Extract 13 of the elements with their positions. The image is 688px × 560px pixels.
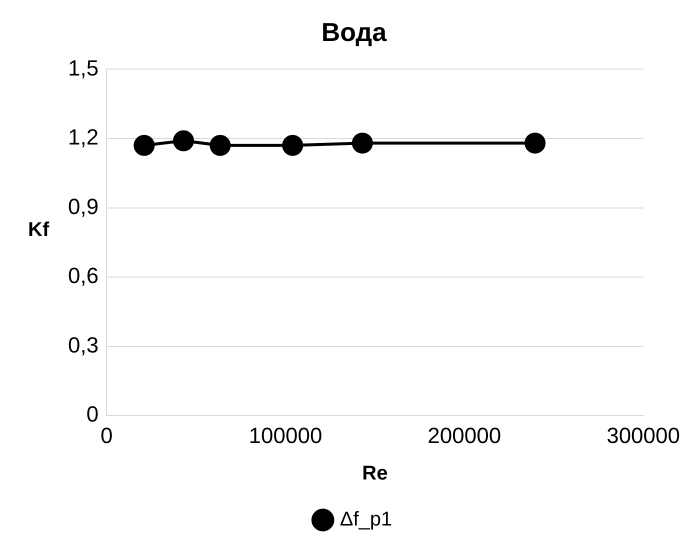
x-tick-label: 200000 <box>428 422 502 448</box>
x-tick-label: 100000 <box>248 422 322 448</box>
y-tick-label: 1,2 <box>68 124 99 150</box>
y-tick-label: 0,6 <box>68 263 99 288</box>
y-axis-title: Kf <box>28 218 50 241</box>
y-tick-label: 1,5 <box>68 55 99 80</box>
legend-label: Δf_p1 <box>340 508 392 531</box>
x-axis-title: Re <box>362 462 388 485</box>
y-tick-label: 0,3 <box>68 332 99 358</box>
y-tick-label: 0,9 <box>68 194 99 219</box>
x-tick-label: 300000 <box>606 422 680 448</box>
y-tick-label: 0 <box>86 402 99 427</box>
chart-title: Вода <box>321 16 388 47</box>
